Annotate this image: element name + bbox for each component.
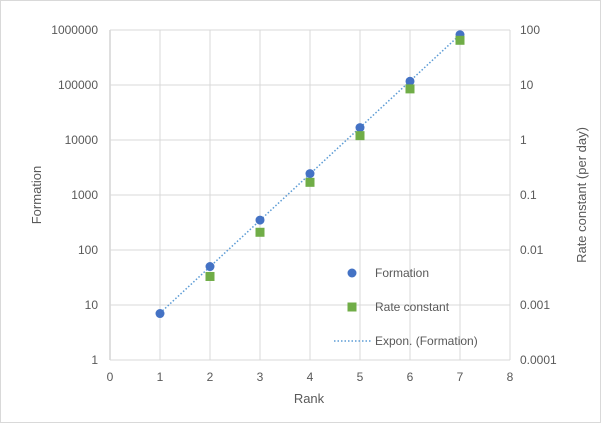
- x-tick-label: 2: [207, 370, 214, 384]
- formation-point: [355, 123, 365, 133]
- formation-point: [255, 215, 265, 225]
- y-axis-title: Formation: [29, 166, 44, 225]
- x-axis-title: Rank: [294, 391, 325, 406]
- x-tick-labels: 0 1 2 3 4 5 6 7 8: [107, 370, 514, 384]
- formation-point: [405, 76, 415, 86]
- rate-constant-point: [455, 35, 465, 45]
- legend-formation-label: Formation: [375, 266, 429, 280]
- x-tick-label: 0: [107, 370, 114, 384]
- formation-point: [205, 262, 215, 272]
- y-tick-label: 100000: [58, 78, 98, 92]
- x-tick-label: 1: [157, 370, 164, 384]
- y2-tick-label: 0.0001: [520, 353, 557, 367]
- rate-constant-point: [255, 227, 265, 237]
- legend-formation-marker: [347, 268, 357, 278]
- rate-constant-point: [305, 177, 315, 187]
- points-layer: [155, 30, 465, 319]
- y2-tick-labels: 0.0001 0.001 0.01 0.1 1 10 100: [520, 23, 557, 367]
- x-tick-label: 5: [357, 370, 364, 384]
- legend-rate-label: Rate constant: [375, 300, 450, 314]
- y2-axis-title: Rate constant (per day): [574, 127, 589, 263]
- grid: [109, 29, 511, 361]
- formation-point: [305, 169, 315, 179]
- x-tick-label: 8: [507, 370, 514, 384]
- rate-constant-point: [205, 271, 215, 281]
- rate-constant-point: [405, 84, 415, 94]
- y-tick-label: 100: [78, 243, 98, 257]
- y-tick-label: 10: [85, 298, 99, 312]
- formation-point: [155, 309, 165, 319]
- y2-tick-label: 0.1: [520, 188, 537, 202]
- legend-rate-marker: [347, 302, 357, 312]
- x-tick-label: 4: [307, 370, 314, 384]
- y2-tick-label: 10: [520, 78, 534, 92]
- y2-tick-label: 1: [520, 133, 527, 147]
- y2-tick-label: 100: [520, 23, 540, 37]
- y-tick-labels: 1 10 100 1000 10000 100000 1000000: [51, 23, 98, 367]
- x-tick-label: 7: [457, 370, 464, 384]
- x-tick-label: 3: [257, 370, 264, 384]
- y2-tick-label: 0.001: [520, 298, 550, 312]
- legend-trendline-label: Expon. (Formation): [375, 334, 478, 348]
- y2-tick-label: 0.01: [520, 243, 544, 257]
- y-tick-label: 1: [91, 353, 98, 367]
- y-tick-label: 1000: [71, 188, 98, 202]
- rate-constant-point: [355, 131, 365, 141]
- y-tick-label: 1000000: [51, 23, 98, 37]
- legend: Formation Rate constant Expon. (Formatio…: [334, 266, 478, 348]
- x-tick-label: 6: [407, 370, 414, 384]
- y-tick-label: 10000: [65, 133, 99, 147]
